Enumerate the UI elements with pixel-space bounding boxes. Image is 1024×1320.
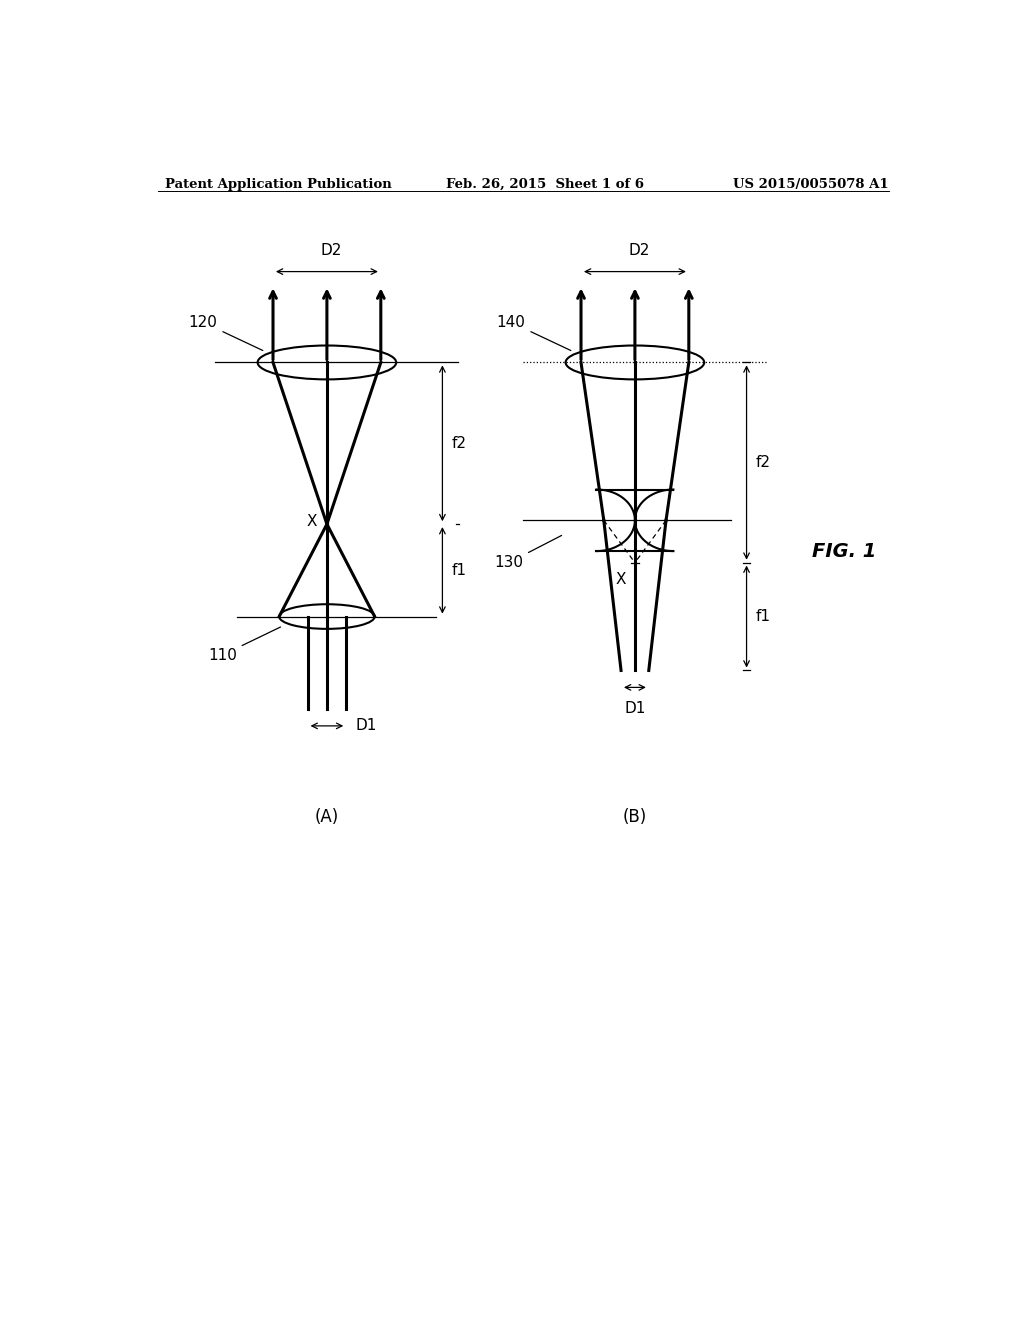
Text: Patent Application Publication: Patent Application Publication (165, 178, 392, 190)
Text: D1: D1 (355, 718, 377, 734)
Text: f2: f2 (452, 436, 467, 451)
Text: (B): (B) (623, 808, 647, 826)
Text: f1: f1 (452, 562, 467, 578)
Text: X: X (306, 515, 316, 529)
Text: f1: f1 (756, 609, 771, 624)
Text: FIG. 1: FIG. 1 (812, 541, 877, 561)
Text: Feb. 26, 2015  Sheet 1 of 6: Feb. 26, 2015 Sheet 1 of 6 (446, 178, 644, 190)
Text: f2: f2 (756, 455, 771, 470)
Text: D1: D1 (625, 701, 645, 717)
Text: 140: 140 (497, 315, 570, 351)
Text: 130: 130 (495, 536, 561, 570)
Text: X: X (615, 572, 626, 587)
Text: 120: 120 (188, 315, 263, 351)
Text: D2: D2 (628, 243, 649, 257)
Text: D2: D2 (321, 243, 341, 257)
Text: (A): (A) (314, 808, 339, 826)
Text: 110: 110 (208, 627, 281, 663)
Text: US 2015/0055078 A1: US 2015/0055078 A1 (733, 178, 889, 190)
